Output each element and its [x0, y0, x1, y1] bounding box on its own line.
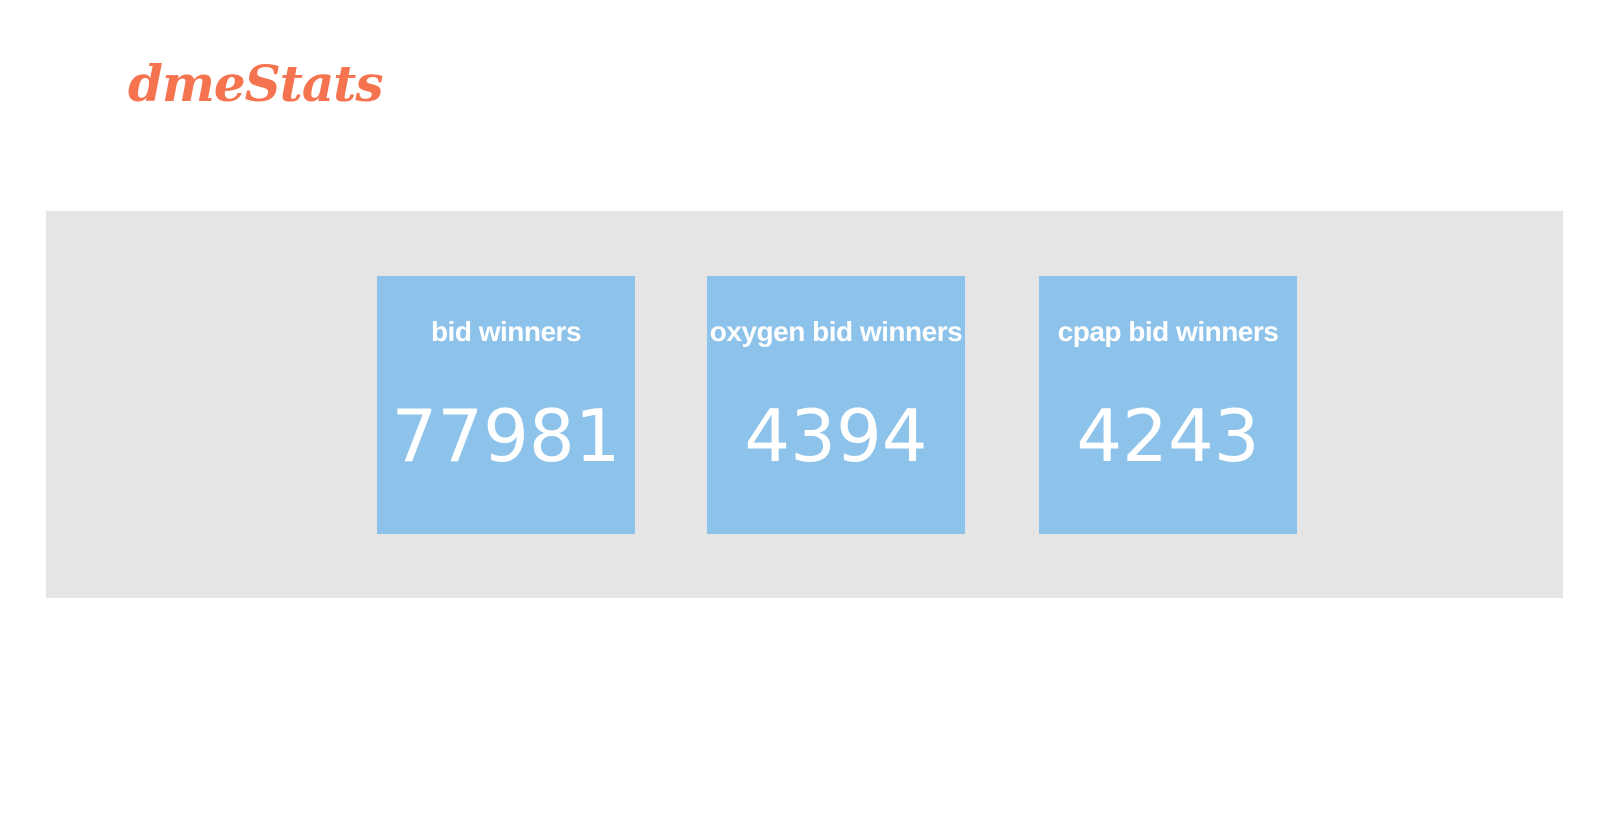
stat-value: 77981 [391, 394, 621, 478]
brand-logo[interactable]: dmeStats [128, 54, 384, 113]
stat-title: bid winners [430, 316, 582, 347]
stat-value: 4394 [744, 394, 928, 478]
stat-card-bid-winners: bid winners 77981 [377, 276, 635, 534]
stat-title: cpap bid winners [1057, 316, 1279, 347]
stat-card-cpap-bid-winners: cpap bid winners 4243 [1039, 276, 1297, 534]
stat-value: 4243 [1076, 394, 1260, 478]
stat-title: oxygen bid winners [709, 316, 963, 347]
stat-card-oxygen-bid-winners: oxygen bid winners 4394 [707, 276, 965, 534]
stats-panel: bid winners 77981 oxygen bid winners 439… [46, 211, 1563, 598]
